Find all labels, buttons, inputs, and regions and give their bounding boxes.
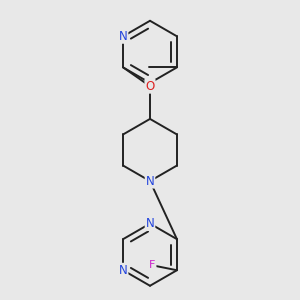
Text: N: N bbox=[119, 30, 128, 43]
Text: O: O bbox=[146, 80, 154, 93]
Text: N: N bbox=[146, 217, 154, 230]
Text: N: N bbox=[119, 264, 128, 277]
Text: F: F bbox=[149, 260, 156, 270]
Text: N: N bbox=[146, 175, 154, 188]
